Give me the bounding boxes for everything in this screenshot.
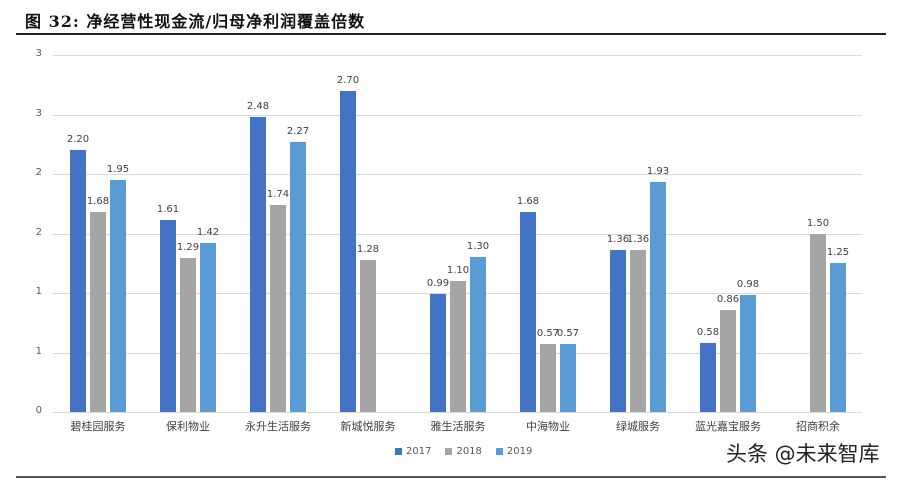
legend-label: 2017 xyxy=(406,446,432,457)
legend-label: 2018 xyxy=(456,446,482,457)
legend-swatch-icon xyxy=(395,448,402,455)
legend-item-2018: 2018 xyxy=(445,446,482,457)
bar-2017 xyxy=(610,250,626,412)
category-label: 碧桂园服务 xyxy=(70,420,126,433)
category-label: 招商积余 xyxy=(796,420,840,433)
data-label: 2.70 xyxy=(336,74,360,86)
gridline xyxy=(53,55,862,56)
bar-2018 xyxy=(540,344,556,412)
y-tick-label: 1 xyxy=(35,345,42,357)
data-label: 1.30 xyxy=(466,241,490,253)
watermark: 头条 @未来智库 xyxy=(726,442,880,466)
data-label: 1.29 xyxy=(176,242,200,254)
category-label: 保利物业 xyxy=(166,420,210,433)
gridline xyxy=(53,412,862,413)
data-label: 2.20 xyxy=(66,134,90,146)
legend-item-2017: 2017 xyxy=(395,446,431,457)
bar-2017 xyxy=(430,294,446,412)
title-divider xyxy=(16,33,886,35)
data-label: 0.86 xyxy=(716,293,740,305)
bar-2017 xyxy=(70,150,86,412)
bar-2019 xyxy=(650,182,666,412)
category-label: 中海物业 xyxy=(526,420,570,433)
category-label: 雅生活服务 xyxy=(430,420,486,433)
bar-2018 xyxy=(270,204,286,412)
bar-2018 xyxy=(180,258,196,412)
figure-title: 图 32: 净经营性现金流/归母净利润覆盖倍数 xyxy=(25,12,366,31)
data-label: 0.99 xyxy=(426,278,450,290)
y-tick-label: 2 xyxy=(35,167,42,178)
data-label: 1.61 xyxy=(156,204,180,216)
gridline xyxy=(53,114,862,116)
bar-2017 xyxy=(250,116,266,412)
legend-item-2019: 2019 xyxy=(495,446,533,457)
bar-2018 xyxy=(90,212,106,412)
y-tick-label: 1 xyxy=(35,286,42,297)
bar-2018 xyxy=(810,233,826,412)
legend-swatch-icon xyxy=(495,448,503,455)
data-label: 0.57 xyxy=(556,328,580,340)
data-label: 1.36 xyxy=(606,234,630,246)
data-label: 2.27 xyxy=(286,125,310,137)
data-label: 1.93 xyxy=(646,166,670,178)
y-tick-label: 0 xyxy=(35,405,42,416)
chart-legend: 2017 2018 2019 xyxy=(395,446,532,457)
category-label: 永升生活服务 xyxy=(245,420,311,433)
bottom-divider xyxy=(16,476,886,478)
category-label: 蓝光嘉宝服务 xyxy=(695,420,761,433)
bar-2018 xyxy=(450,281,466,412)
bar-2019 xyxy=(560,344,576,412)
gridline xyxy=(53,174,862,175)
legend-swatch-icon xyxy=(445,448,453,455)
data-label: 1.28 xyxy=(356,243,380,255)
bar-2018 xyxy=(630,250,646,412)
data-label: 1.10 xyxy=(446,265,470,277)
y-tick-label: 2 xyxy=(35,226,42,238)
data-label: 1.74 xyxy=(266,188,290,200)
bar-2018 xyxy=(720,309,736,412)
data-label: 0.57 xyxy=(536,328,560,340)
data-label: 1.25 xyxy=(826,247,850,259)
y-tick-label: 3 xyxy=(35,107,42,119)
data-label: 0.98 xyxy=(736,279,760,291)
bar-2019 xyxy=(290,141,306,412)
data-label: 1.50 xyxy=(806,217,830,229)
legend-label: 2019 xyxy=(506,446,533,457)
bar-2019 xyxy=(470,257,486,412)
bar-2019 xyxy=(830,263,846,412)
bar-2017 xyxy=(700,342,716,412)
data-label: 2.48 xyxy=(246,100,270,112)
data-label: 1.68 xyxy=(86,196,110,208)
y-tick-label: 3 xyxy=(35,48,42,59)
bar-2017 xyxy=(340,90,356,412)
category-label: 新城悦服务 xyxy=(340,420,396,433)
bar-2019 xyxy=(740,295,756,412)
data-label: 1.68 xyxy=(516,196,540,208)
category-label: 绿城服务 xyxy=(616,420,660,433)
bar-2019 xyxy=(110,179,126,412)
bar-2017 xyxy=(520,212,536,412)
bar-2019 xyxy=(200,243,216,412)
data-label: 0.58 xyxy=(696,326,720,338)
data-label: 1.36 xyxy=(626,234,650,246)
bar-2017 xyxy=(160,220,176,412)
bar-2018 xyxy=(360,259,376,412)
gridline xyxy=(53,233,862,235)
data-label: 1.95 xyxy=(106,163,130,175)
data-label: 1.42 xyxy=(196,227,220,239)
